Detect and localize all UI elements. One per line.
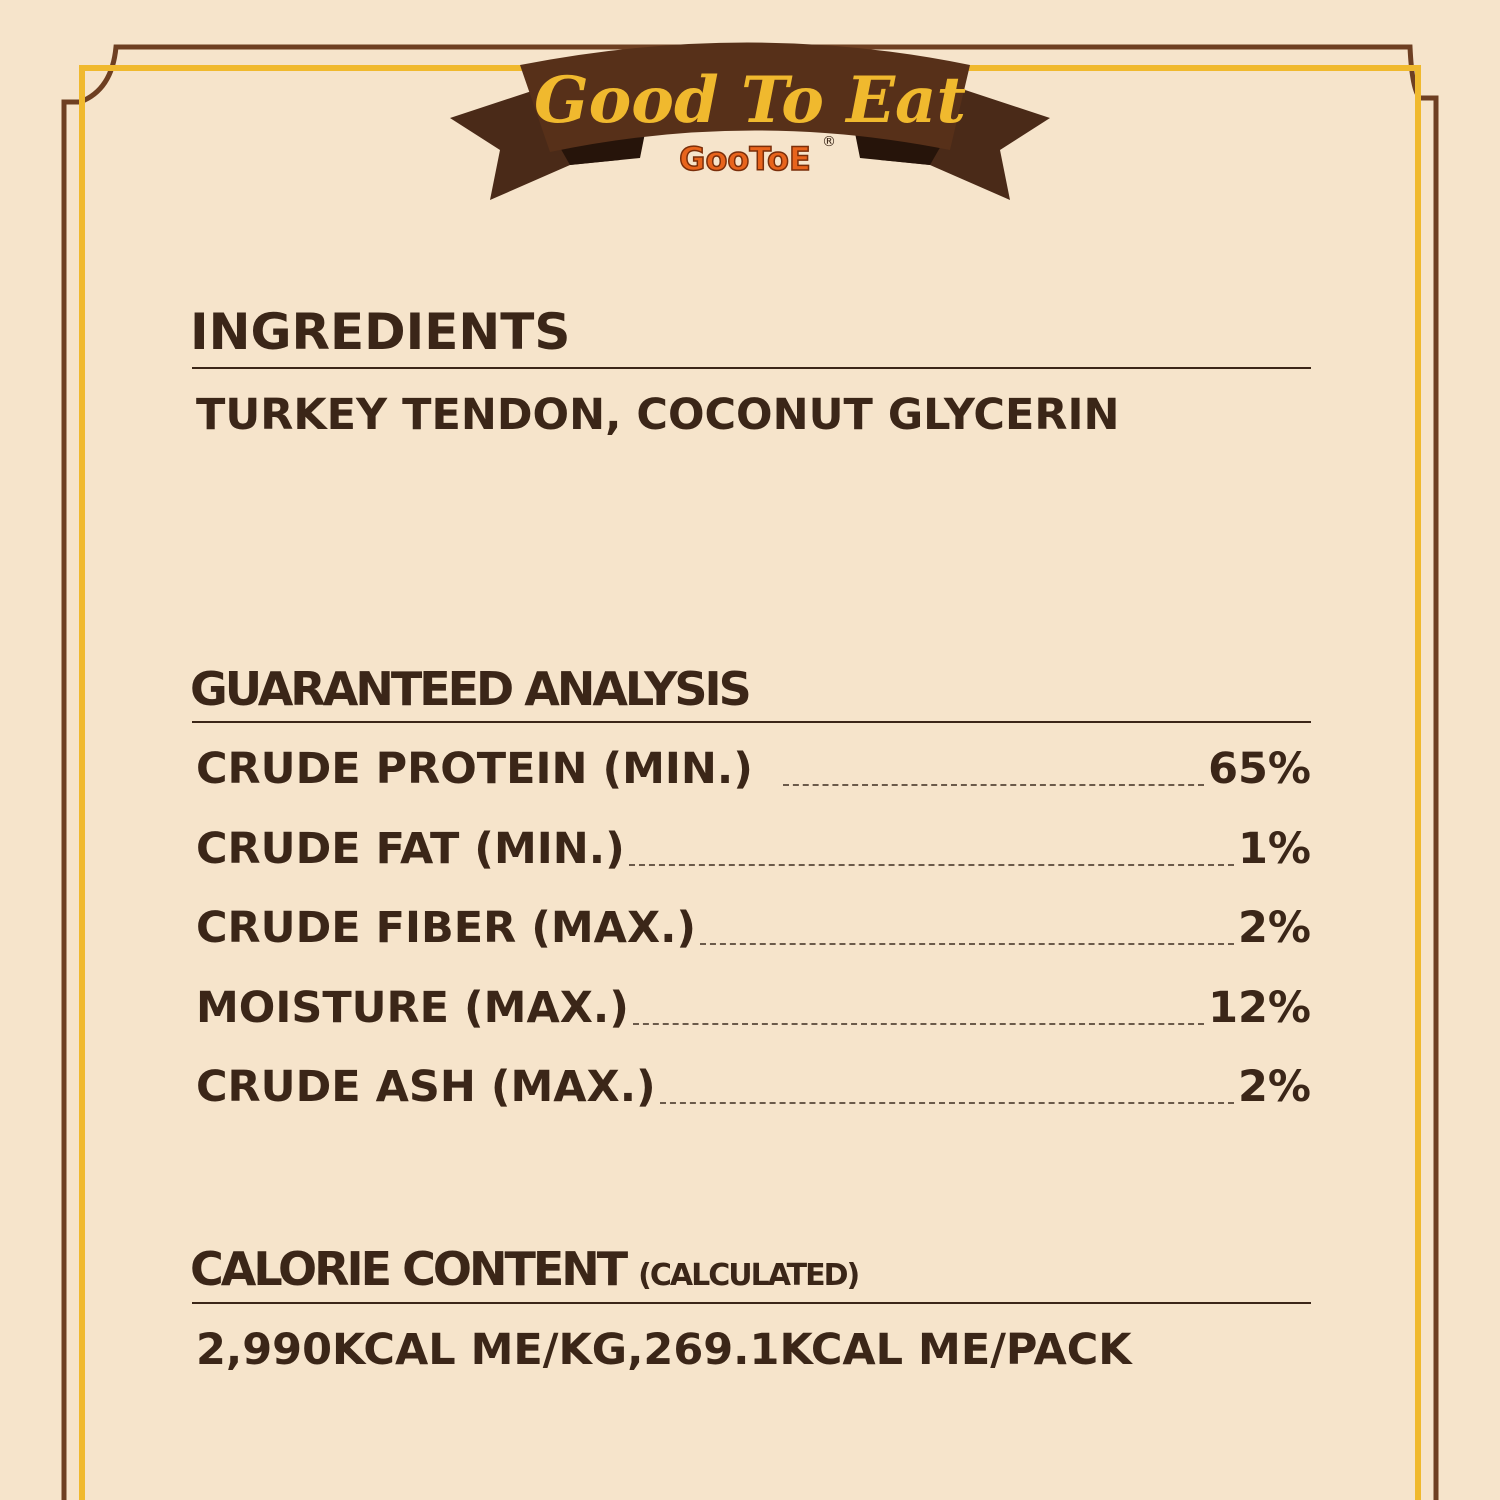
dotted-leader	[628, 864, 1234, 866]
divider	[192, 721, 1311, 723]
analysis-heading: GUARANTEED ANALYSIS	[190, 662, 752, 716]
analysis-row: MOISTURE (MAX.) 12%	[196, 983, 1311, 1033]
divider	[192, 367, 1311, 369]
brand-logo: GooToE	[679, 140, 811, 178]
ribbon-banner: Good To Eat GooToE ®	[450, 42, 1050, 200]
row-value: 65%	[1208, 744, 1311, 794]
row-value: 12%	[1208, 983, 1311, 1033]
dotted-leader	[700, 943, 1234, 945]
dotted-leader	[632, 1023, 1205, 1025]
dotted-leader	[659, 1102, 1234, 1104]
row-value: 2%	[1237, 903, 1311, 953]
row-label: MOISTURE (MAX.)	[196, 983, 629, 1033]
analysis-row: CRUDE FAT (MIN.) 1%	[196, 824, 1311, 874]
analysis-row: CRUDE PROTEIN (MIN.) 65%	[196, 744, 1311, 794]
registered-mark: ®	[822, 134, 836, 150]
row-label: CRUDE FIBER (MAX.)	[196, 903, 697, 953]
row-value: 1%	[1237, 824, 1311, 874]
ingredients-heading: INGREDIENTS	[190, 303, 571, 361]
ingredients-text: TURKEY TENDON, COCONUT GLYCERIN	[196, 390, 1120, 440]
calorie-text: 2,990KCAL ME/KG,269.1KCAL ME/PACK	[196, 1325, 1132, 1375]
row-label: CRUDE ASH (MAX.)	[196, 1062, 656, 1112]
divider	[192, 1302, 1311, 1304]
analysis-row: CRUDE ASH (MAX.) 2%	[196, 1062, 1311, 1112]
row-value: 2%	[1237, 1062, 1311, 1112]
calorie-subheading: (CALCULATED)	[638, 1258, 860, 1293]
row-label: CRUDE FAT (MIN.)	[196, 824, 625, 874]
banner-title: Good To Eat	[534, 63, 966, 138]
row-label: CRUDE PROTEIN (MIN.)	[196, 744, 753, 794]
analysis-row: CRUDE FIBER (MAX.) 2%	[196, 903, 1311, 953]
dotted-leader	[782, 784, 1205, 786]
calorie-heading-text: CALORIE CONTENT	[190, 1242, 628, 1296]
calorie-heading: CALORIE CONTENT (CALCULATED)	[190, 1242, 860, 1296]
